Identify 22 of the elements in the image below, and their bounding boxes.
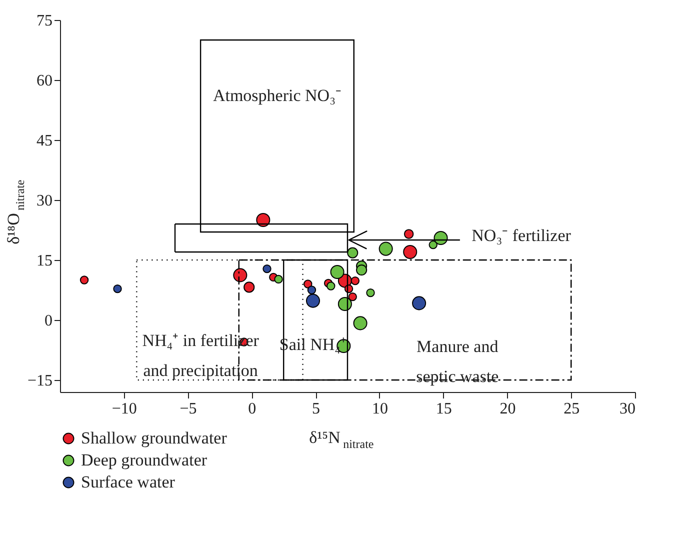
- x-tick-label: −10: [112, 400, 137, 418]
- y-tick-label: 0: [44, 312, 52, 330]
- y-tick-label: 30: [36, 192, 52, 210]
- x-tick-label: 25: [564, 400, 580, 418]
- annotation: NO₃⁻ fertilizer: [472, 226, 572, 245]
- legend-label: Deep groundwater: [81, 450, 208, 470]
- annotation: Atmospheric NO₃⁻: [212, 86, 342, 105]
- y-tick-label: 15: [36, 252, 52, 270]
- x-tick-label: −5: [180, 400, 197, 418]
- x-tick-label: 20: [500, 400, 516, 418]
- y-tick-label: 45: [36, 132, 52, 150]
- x-tick-label: 5: [312, 400, 320, 418]
- y-tick-label: 75: [36, 12, 52, 30]
- y-axis-title: δ¹⁸Onitrate: [4, 180, 27, 244]
- x-tick-label: 10: [372, 400, 388, 418]
- x-tick-label: 0: [248, 400, 256, 418]
- y-tick-label: 60: [36, 72, 52, 90]
- legend-label: Shallow groundwater: [81, 428, 228, 448]
- legend-label: Surface water: [81, 472, 176, 492]
- x-tick-label: 30: [620, 400, 636, 418]
- x-tick-label: 15: [436, 400, 452, 418]
- y-tick-label: −15: [27, 372, 52, 390]
